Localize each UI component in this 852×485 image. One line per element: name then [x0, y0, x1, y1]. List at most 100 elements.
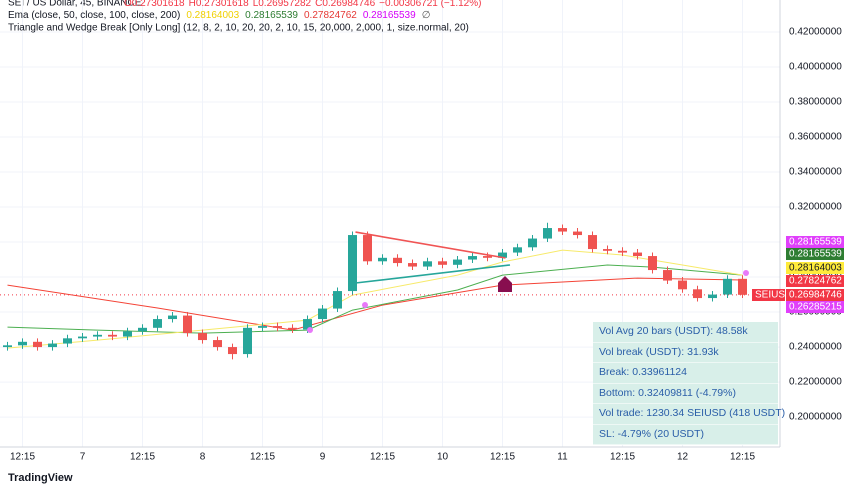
candle-body	[453, 259, 462, 265]
y-tick-label: 0.36000000	[789, 132, 842, 143]
brand: TradingView	[8, 472, 73, 484]
indicator-value: 0.28165539	[245, 10, 298, 21]
info-row: Vol break (USDT): 31.93k	[593, 343, 778, 363]
candle-body	[498, 252, 507, 258]
break-marker	[498, 276, 512, 292]
price-tag-label: 0.28165539	[789, 249, 842, 260]
x-tick-label: 11	[557, 452, 568, 463]
price-tag-label: 0.28164003	[789, 263, 842, 274]
ohlc-value: O0.27301618	[124, 0, 185, 9]
ohlc-value: C0.26984746	[315, 0, 375, 9]
candle-body	[228, 347, 237, 355]
candle-body	[633, 252, 642, 257]
info-row: Vol Avg 20 bars (USDT): 48.58k	[593, 322, 778, 343]
indicator-value: 0.28165539	[363, 10, 416, 21]
x-tick-label: 12:15	[10, 452, 35, 463]
y-tick-label: 0.32000000	[789, 202, 842, 213]
candle-body	[183, 315, 192, 334]
x-tick-label: 12:15	[130, 452, 155, 463]
price-tag	[786, 289, 844, 301]
candle-body	[693, 289, 702, 299]
candle-body	[48, 343, 57, 348]
x-tick-label: 7	[80, 452, 86, 463]
x-tick-label: 8	[200, 452, 206, 463]
x-tick-label: 12	[677, 452, 689, 463]
candle-body	[663, 270, 672, 281]
info-table: Vol Avg 20 bars (USDT): 48.58k Vol break …	[593, 322, 785, 445]
x-tick-label: 12:15	[730, 452, 755, 463]
chart-title: SEI / US Dollar, 45, BINANCE	[8, 0, 142, 9]
candle-body	[168, 315, 177, 320]
candle-body	[483, 256, 492, 258]
candle-body	[723, 278, 732, 295]
x-tick-label: 12:15	[610, 452, 635, 463]
y-tick-label: 0.38000000	[789, 97, 842, 108]
candle-body	[138, 327, 147, 332]
x-tick-label: 12:15	[250, 452, 275, 463]
signal-dot	[362, 302, 368, 308]
ema-line	[7, 264, 743, 334]
y-tick-label: 0.40000000	[789, 62, 842, 73]
indicator-value: 0.27824762	[304, 10, 357, 21]
price-tag-label: 0.26285215	[789, 302, 842, 313]
ohlc-legend: O0.27301618 H0.27301618 L0.26957282 C0.2698…	[124, 0, 481, 9]
candle-body	[558, 228, 567, 232]
strategy-legend: Triangle and Wedge Break [Only Long] (12…	[8, 23, 469, 34]
candle-body	[648, 256, 657, 271]
ohlc-value: H0.27301618	[189, 0, 249, 9]
ema-line	[7, 277, 743, 331]
price-tag	[786, 236, 844, 248]
candle-body	[213, 340, 222, 348]
candle-body	[708, 294, 717, 299]
candle-body	[63, 338, 72, 344]
price-tag	[786, 301, 844, 313]
candle-body	[408, 263, 417, 267]
candle-body	[348, 235, 357, 292]
x-tick-label: 10	[437, 452, 449, 463]
price-tag-label: 0.27824762	[789, 276, 842, 287]
y-tick-label: 0.34000000	[789, 167, 842, 178]
y-tick-label: 0.24000000	[789, 342, 842, 353]
trend-line	[355, 231, 506, 259]
candle-body	[678, 280, 687, 290]
indicator-value: ∅	[422, 10, 431, 21]
signal-dot	[743, 270, 749, 276]
candle-body	[288, 327, 297, 330]
info-row: Bottom: 0.32409811 (-4.79%)	[593, 384, 778, 404]
price-tag-label: 0.28165539	[789, 237, 842, 248]
candle-body	[198, 333, 207, 341]
candle-body	[18, 341, 27, 346]
indicator-legend: Ema (close, 50, close, 100, close, 200) 0…	[8, 10, 430, 21]
price-tag	[786, 262, 844, 274]
candle-body	[93, 334, 102, 337]
candle-body	[303, 319, 312, 330]
info-row: SL: -4.79% (20 USDT)	[593, 425, 778, 445]
symbol-tag-label: SEIUSD	[755, 290, 792, 301]
candle-body	[603, 249, 612, 251]
candle-body	[363, 235, 372, 262]
y-tick-label: 0.22000000	[789, 377, 842, 388]
ohlc-value: L0.26957282	[253, 0, 312, 9]
candle-body	[543, 228, 552, 239]
y-tick-label: 0.20000000	[789, 412, 842, 423]
candle-body	[468, 256, 477, 260]
candle-body	[123, 331, 132, 337]
candle-body	[618, 250, 627, 253]
x-tick-label: 9	[320, 452, 326, 463]
candle-body	[3, 345, 12, 348]
trend-line	[355, 264, 511, 284]
candle-body	[588, 235, 597, 250]
signal-dot	[307, 327, 313, 333]
info-row: Vol trade: 1230.34 SEIUSD (418 USDT)	[593, 404, 785, 425]
candle-body	[528, 238, 537, 248]
x-tick-label: 12:15	[490, 452, 515, 463]
ohlc-value: −0.00306721 (−1.12%)	[379, 0, 481, 9]
price-tag	[786, 275, 844, 287]
symbol-tag	[752, 289, 785, 301]
candle-body	[318, 308, 327, 320]
candle-body	[273, 326, 282, 328]
candle-body	[513, 247, 522, 253]
candle-body	[33, 341, 42, 348]
candle-body	[153, 319, 162, 328]
